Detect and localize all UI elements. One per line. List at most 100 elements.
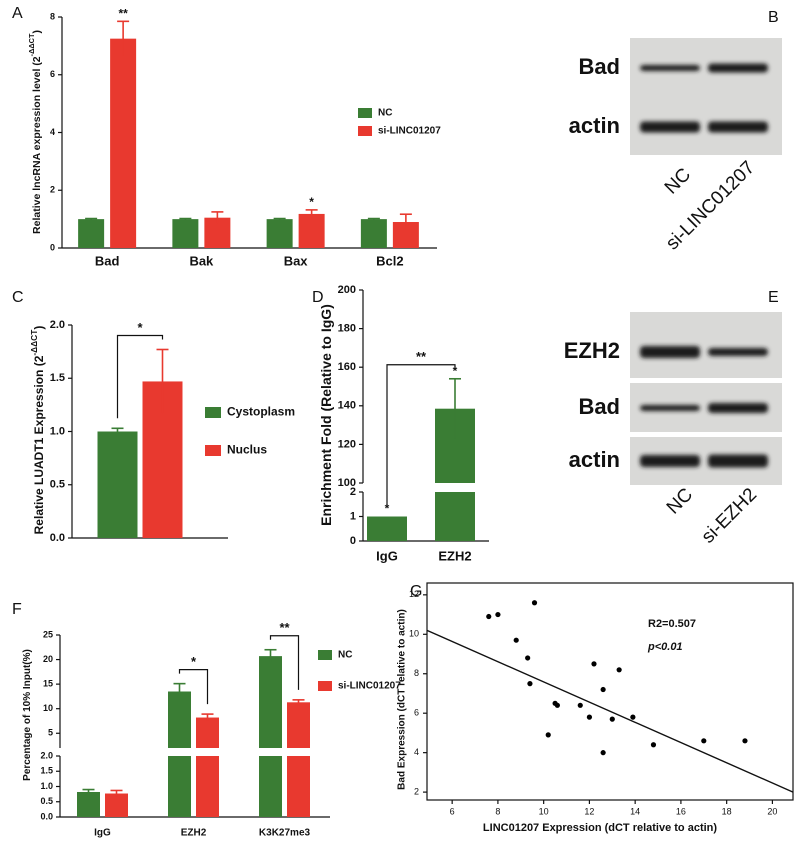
bar [196, 756, 219, 817]
significance-bracket [269, 635, 300, 690]
bar [259, 756, 282, 817]
panel-label: C [12, 289, 24, 306]
blot-row-label: actin [569, 447, 620, 472]
y-tick-label: 0.5 [40, 796, 53, 806]
y-tick-label: 8 [50, 11, 55, 21]
y-tick-label: 20 [43, 654, 53, 664]
x-tick-label: 10 [539, 806, 549, 816]
point [525, 655, 531, 661]
y-tick-label: 4 [414, 747, 419, 757]
bar [168, 691, 191, 748]
blot-band [640, 121, 700, 133]
bar [168, 756, 191, 817]
legend-label: NC [338, 650, 352, 661]
bar [78, 219, 105, 248]
x-tick-label: 6 [450, 806, 455, 816]
y-tick-label: 2 [414, 786, 419, 796]
legend-swatch [205, 407, 221, 418]
x-tick-label: Bad [95, 253, 120, 268]
point [591, 661, 597, 667]
legend-swatch [318, 681, 332, 691]
legend-swatch [318, 650, 332, 660]
blot-row-label: Bad [578, 54, 620, 79]
x-tick-label: 16 [676, 806, 686, 816]
y-tick-label: 200 [338, 284, 356, 296]
significance-bracket [116, 334, 164, 419]
y-tick-label: 0.0 [50, 532, 65, 544]
y-tick-label: 100 [338, 477, 356, 489]
x-tick-label: Bcl2 [376, 253, 403, 268]
blot-band [708, 403, 768, 413]
point [650, 742, 657, 748]
y-tick-label: 1 [350, 510, 356, 522]
x-tick-label: IgG [376, 548, 398, 563]
blot-row-label: Bad [578, 394, 620, 419]
point [513, 637, 519, 643]
panel-label: E [768, 289, 779, 306]
bar [435, 492, 475, 541]
bar [287, 756, 310, 817]
blot-band [640, 65, 700, 71]
point [554, 702, 560, 708]
x-tick-label: Bak [189, 253, 214, 268]
point [609, 716, 615, 722]
significance-label: ** [279, 620, 290, 635]
legend-swatch [358, 108, 372, 118]
y-axis-label-part: ) [32, 326, 46, 330]
x-tick-label: 12 [584, 806, 594, 816]
panel-label: G [410, 583, 422, 600]
blot-lane-label: NC [661, 164, 695, 198]
x-tick-label: EZH2 [181, 828, 207, 839]
panel-label: B [768, 9, 779, 26]
legend-label: si-LINC01207 [338, 681, 401, 692]
panel-label: A [12, 5, 23, 22]
point [600, 750, 606, 756]
y-tick-label: 10 [409, 629, 419, 639]
point [577, 702, 583, 708]
legend-swatch [205, 445, 221, 456]
y-axis-label-part: ) [31, 30, 43, 34]
x-axis-label: LINC01207 Expression (dCT relative to ac… [483, 822, 717, 834]
y-tick-label: 120 [338, 438, 356, 450]
blot-row-label: EZH2 [564, 338, 620, 363]
point [527, 681, 533, 687]
blot-band [708, 454, 768, 468]
y-tick-label: 10 [43, 703, 53, 713]
y-axis-label-part: Percentage of 10% Input(%) [22, 649, 33, 781]
annotation: p<0.01 [647, 641, 683, 653]
significance-label: * [309, 195, 314, 209]
significance-label: ** [416, 349, 427, 364]
x-tick-label: 14 [630, 806, 640, 816]
y-tick-label: 2.0 [50, 319, 65, 331]
point [531, 600, 538, 606]
point [600, 686, 606, 693]
bar [360, 219, 387, 248]
legend-label: Nuclus [227, 443, 267, 457]
significance-label: * [191, 654, 197, 669]
y-tick-label: 160 [338, 361, 356, 373]
blot-row-label: actin [569, 113, 620, 138]
y-axis-label-part: Relative LUADT1 Expression (2 [32, 355, 46, 534]
y-tick-label: 12 [409, 589, 419, 599]
blot-band [708, 348, 768, 356]
y-tick-label: 0 [350, 535, 356, 547]
bar [367, 516, 407, 541]
bar [110, 38, 137, 248]
bar [259, 656, 282, 748]
bar [298, 213, 325, 248]
y-tick-label: 180 [338, 323, 356, 335]
blot-lane-label: NC [663, 484, 697, 518]
x-tick-label: 20 [767, 806, 777, 816]
y-axis-label-part: Enrichment Fold (Relative to IgG) [318, 304, 334, 526]
blot-band [640, 405, 700, 411]
point [545, 732, 551, 738]
y-tick-label: 6 [414, 708, 419, 718]
point [701, 738, 707, 744]
legend-label: si-LINC01207 [378, 126, 441, 137]
y-tick-label: 1.5 [50, 372, 65, 384]
bar [105, 793, 128, 817]
y-tick-label: 1.5 [40, 766, 53, 776]
plot-frame [426, 582, 794, 801]
x-tick-label: IgG [94, 828, 111, 839]
